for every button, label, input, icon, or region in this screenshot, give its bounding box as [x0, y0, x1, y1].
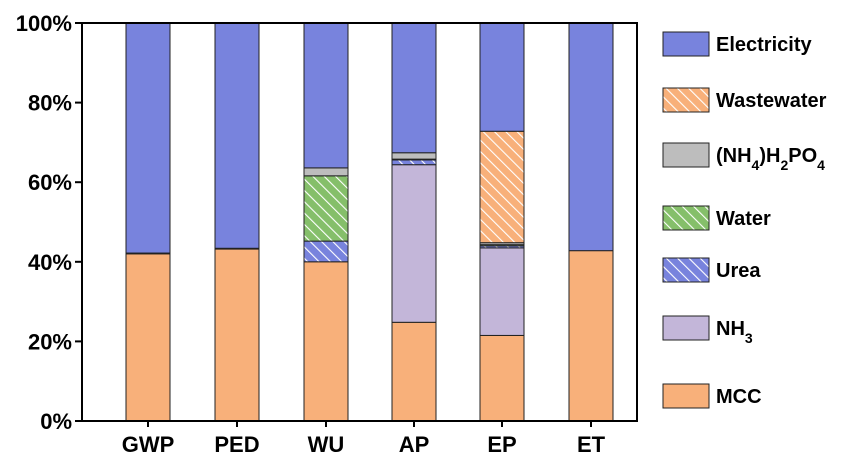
bar-ped-electricity [214, 22, 260, 249]
bar-gwp-electricity [125, 22, 171, 254]
legend-swatch-electricity [662, 31, 710, 57]
y-tick-label: 80% [28, 91, 72, 116]
x-tick-label-ap: AP [399, 432, 430, 457]
bar-wu-electricity [303, 22, 349, 169]
bar-wu-mcc [303, 261, 349, 422]
bar-ap-mcc [391, 321, 437, 422]
bar-ep-wastewater [479, 130, 525, 244]
y-tick-label: 60% [28, 170, 72, 195]
plot-frame [81, 22, 638, 422]
plot-area: GWP PED WU AP EP ET 0% 20% 40% 60% 80% 100% [16, 11, 638, 457]
x-tick-label-et: ET [577, 432, 606, 457]
legend-label-water: Water [716, 208, 771, 230]
bar-ep-electricity [479, 22, 525, 132]
legend-label--nh4-h2po4: (NH4)H2PO4 [716, 145, 825, 173]
bar-et-mcc [568, 250, 614, 422]
legend-swatch-water [662, 205, 710, 231]
bar-ap-electricity [391, 22, 437, 154]
legend-label-urea: Urea [716, 260, 761, 282]
y-tick-label: 20% [28, 329, 72, 354]
y-tick-label: 0% [40, 409, 72, 434]
x-tick-label-gwp: GWP [122, 432, 175, 457]
bar-wu--nh4-h2po4 [303, 167, 349, 177]
legend-swatch-wastewater [662, 87, 710, 113]
bar-et-electricity [568, 22, 614, 252]
legend-label-mcc: MCC [716, 386, 762, 408]
legend-swatch-urea [662, 257, 710, 283]
bar-ep-mcc [479, 334, 525, 422]
bar-wu-urea [303, 240, 349, 263]
legend-label-nh3: NH3 [716, 318, 753, 346]
legend-swatch--nh4-h2po4 [662, 142, 710, 168]
legend-swatch-mcc [662, 383, 710, 409]
bar-wu-water [303, 175, 349, 242]
legend-label-electricity: Electricity [716, 34, 812, 56]
legend: Electricity Wastewater (NH4)H2PO4 Water Urea… [662, 31, 827, 409]
legend-swatch-nh3 [662, 315, 710, 341]
bar-ap-urea [391, 159, 437, 166]
x-tick-label-wu: WU [308, 432, 345, 457]
bar-ep-nh3 [479, 247, 525, 336]
y-tick-label: 100% [16, 11, 72, 36]
bar-ap--nh4-h2po4 [391, 152, 437, 160]
x-tick-label-ep: EP [487, 432, 516, 457]
bar-gwp-mcc [125, 253, 171, 422]
bar-ped-mcc [214, 248, 260, 422]
x-tick-label-ped: PED [214, 432, 259, 457]
legend-label-wastewater: Wastewater [716, 90, 827, 112]
bar-ap-nh3 [391, 164, 437, 323]
y-tick-label: 40% [28, 250, 72, 275]
